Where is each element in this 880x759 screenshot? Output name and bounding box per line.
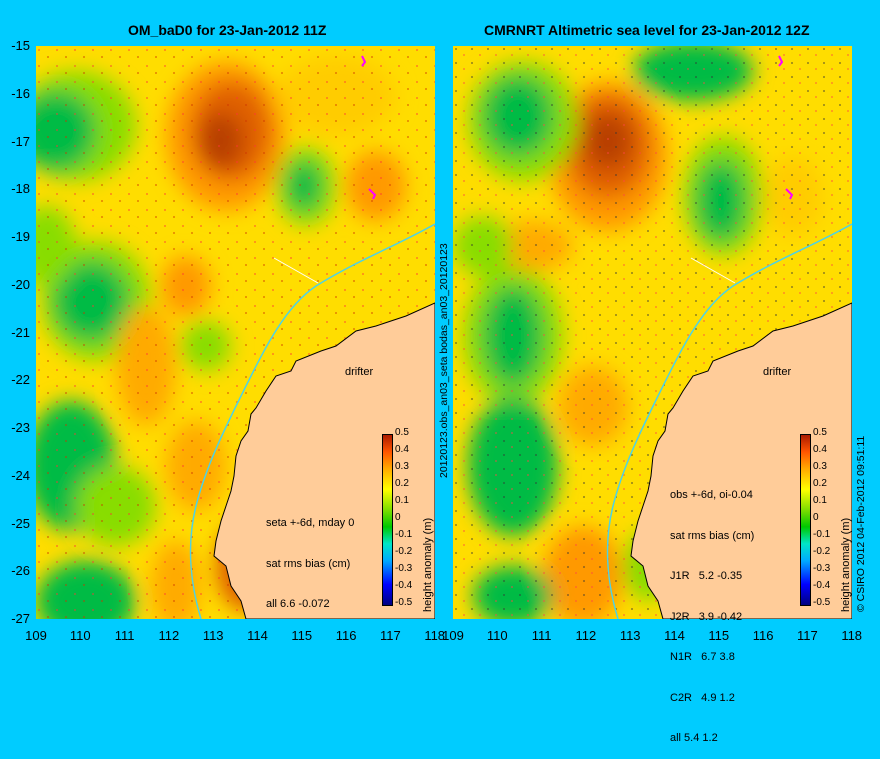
colorbar-tick-label: 0.3 bbox=[395, 461, 409, 472]
right-info-line: J2R 3.9 -0.42 bbox=[670, 610, 743, 623]
colorbar-tick-label: -0.3 bbox=[813, 563, 831, 574]
x-tick-label: 116 bbox=[335, 628, 357, 643]
x-tick-label: 113 bbox=[619, 628, 641, 643]
colorbar-tick-label: 0.4 bbox=[813, 444, 827, 455]
x-tick-label: 114 bbox=[247, 628, 268, 643]
y-tick-label: -18 bbox=[11, 181, 30, 197]
right-map-title: CMRNRT Altimetric sea level for 23-Jan-2… bbox=[484, 22, 810, 38]
y-tick-label: -19 bbox=[11, 229, 30, 244]
y-tick-label: -27 bbox=[11, 611, 30, 626]
left-info-line: sat rms bias (cm) bbox=[266, 557, 351, 570]
x-tick-label: 109 bbox=[25, 628, 47, 643]
x-tick-label: 118 bbox=[424, 628, 446, 643]
y-tick-label: -21 bbox=[11, 324, 30, 340]
colorbar-tick-label: -0.1 bbox=[395, 529, 413, 540]
colorbar-tick-label: -0.2 bbox=[395, 546, 413, 557]
colorbar-tick-label: -0.1 bbox=[813, 529, 831, 540]
y-tick-label: -24 bbox=[11, 467, 30, 483]
colorbar-tick-label: -0.3 bbox=[395, 563, 413, 574]
left-map-title: OM_baD0 for 23-Jan-2012 11Z bbox=[128, 22, 327, 38]
colorbar-tick-label: 0 bbox=[395, 512, 401, 523]
right-map-panel bbox=[453, 46, 852, 619]
colorbar-tick-label: -0.5 bbox=[395, 597, 413, 608]
right-colorbar bbox=[800, 434, 811, 606]
y-tick-label: -15 bbox=[11, 38, 30, 53]
x-tick-label: 112 bbox=[158, 628, 180, 643]
right-info-line: J1R 5.2 -0.35 bbox=[670, 570, 743, 582]
y-tick-label: -22 bbox=[11, 372, 30, 388]
x-tick-label: 112 bbox=[575, 628, 597, 643]
right-drifter-label: drifter bbox=[763, 366, 792, 378]
left-info-line: seta +-6d, mday 0 bbox=[266, 517, 355, 529]
colorbar-tick-label: 0.5 bbox=[395, 427, 409, 438]
x-tick-label: 114 bbox=[664, 628, 685, 643]
y-tick-label: -23 bbox=[11, 420, 30, 435]
x-tick-label: 117 bbox=[797, 628, 818, 643]
left-map-panel bbox=[36, 46, 435, 619]
colorbar-tick-label: 0.2 bbox=[395, 478, 409, 489]
left-colorbar-label: height anomaly (m) bbox=[422, 517, 434, 612]
colorbar-tick-label: 0.1 bbox=[395, 495, 409, 506]
x-tick-label: 109 bbox=[442, 628, 464, 643]
right-info-line: sat rms bias (cm) bbox=[670, 529, 755, 542]
left-colorbar bbox=[382, 434, 393, 606]
x-tick-label: 111 bbox=[531, 628, 552, 643]
x-tick-label: 117 bbox=[380, 628, 401, 643]
y-tick-label: -20 bbox=[11, 276, 30, 292]
right-info-box: obs +-6d, oi-0.04 sat rms bias (cm) J1R … bbox=[670, 462, 754, 759]
colorbar-tick-label: 0 bbox=[813, 512, 819, 523]
x-tick-label: 110 bbox=[486, 628, 508, 643]
colorbar-tick-label: 0.5 bbox=[813, 427, 827, 438]
left-info-line: all 6.6 -0.072 bbox=[266, 598, 330, 610]
left-drifter-label: drifter bbox=[345, 366, 374, 378]
y-tick-label: -26 bbox=[11, 563, 30, 579]
right-colorbar-label: height anomaly (m) bbox=[840, 517, 852, 612]
colorbar-tick-label: 0.1 bbox=[813, 495, 827, 506]
x-tick-label: 115 bbox=[708, 628, 730, 643]
x-tick-label: 116 bbox=[752, 628, 774, 643]
right-info-line: obs +-6d, oi-0.04 bbox=[670, 489, 753, 501]
right-info-line: N1R 6.7 3.8 bbox=[670, 651, 735, 663]
right-info-line: all 5.4 1.2 bbox=[670, 732, 718, 744]
middle-file-label: 20120123.obs_an03_seta bodas_an03_201201… bbox=[438, 243, 450, 478]
credit-label: © CSIRO 2012 04-Feb-2012 09:51:11 bbox=[855, 435, 867, 612]
colorbar-tick-label: -0.4 bbox=[813, 580, 831, 591]
colorbar-tick-label: -0.4 bbox=[395, 580, 413, 591]
colorbar-tick-label: 0.3 bbox=[813, 461, 827, 472]
x-tick-label: 118 bbox=[841, 628, 863, 643]
x-tick-label: 115 bbox=[291, 628, 313, 643]
colorbar-tick-label: 0.2 bbox=[813, 478, 827, 489]
y-tick-label: -25 bbox=[11, 515, 30, 531]
x-tick-label: 110 bbox=[69, 628, 91, 643]
right-info-line: C2R 4.9 1.2 bbox=[670, 691, 735, 704]
colorbar-tick-label: -0.5 bbox=[813, 597, 831, 608]
y-tick-label: -17 bbox=[11, 133, 30, 149]
colorbar-tick-label: 0.4 bbox=[395, 444, 409, 455]
x-tick-label: 113 bbox=[202, 628, 224, 643]
y-tick-label: -16 bbox=[11, 85, 30, 101]
colorbar-tick-label: -0.2 bbox=[813, 546, 831, 557]
x-tick-label: 111 bbox=[114, 628, 135, 643]
left-info-box: seta +-6d, mday 0 sat rms bias (cm) all … bbox=[266, 490, 354, 625]
